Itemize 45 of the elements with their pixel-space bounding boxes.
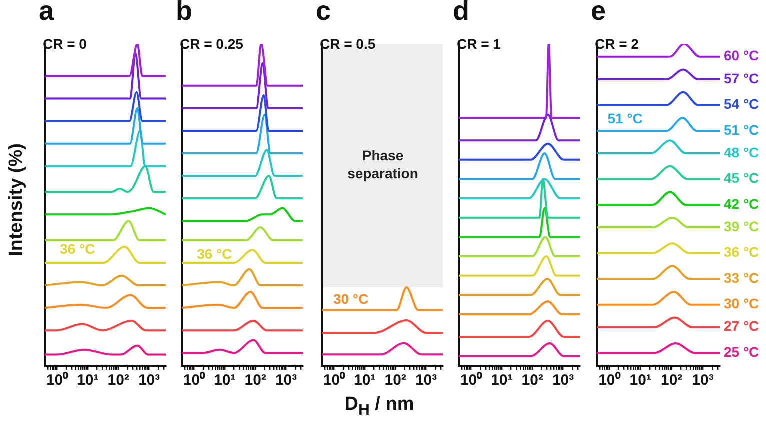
x-tick-label: 10² (384, 372, 406, 390)
x-tick-label: 10⁰ (598, 371, 622, 390)
x-tick-label: 10⁰ (460, 371, 484, 390)
x-tick-label: 10² (108, 372, 130, 390)
series-label: 25 °C (724, 344, 760, 360)
series-label: 60 °C (724, 48, 760, 64)
annotation: 36 °C (60, 240, 96, 257)
annotation: 51 °C (608, 110, 643, 127)
series-label: 36 °C (724, 244, 760, 260)
x-tick-label: 10³ (275, 372, 298, 390)
x-tick-label: 10³ (138, 372, 160, 390)
series-label: 33 °C (724, 270, 760, 286)
series-label: 51 °C (724, 122, 760, 138)
x-tick-label: 10² (244, 372, 266, 390)
chart-title: c (316, 0, 332, 27)
band-label: Phase separation (348, 148, 418, 182)
x-tick-label: 10¹ (630, 372, 652, 390)
series-label: 48 °C (724, 144, 760, 160)
x-tick-label: 10⁰ (46, 371, 70, 390)
annotation: 36 °C (197, 246, 232, 262)
x-tick-label: 10⁰ (323, 371, 346, 390)
x-tick-label: 10³ (415, 372, 438, 390)
x-tick-label: 10² (522, 372, 544, 390)
chart-title: d (453, 0, 470, 27)
annotation: 30 °C (333, 290, 369, 307)
series-label: 27 °C (724, 318, 760, 334)
x-axis-title: D$_{H}$ / nm (344, 394, 416, 420)
chart-title: b (176, 0, 192, 27)
x-tick-label: 10³ (552, 372, 574, 390)
y-axis-title: Intensity (%) (6, 144, 28, 256)
series-label: 45 °C (724, 170, 760, 186)
x-tick-label: 10¹ (491, 372, 513, 390)
series-label: 30 °C (724, 296, 760, 312)
series-label: 54 °C (724, 96, 760, 112)
chart-title: a (39, 0, 54, 27)
x-tick-label: 10⁰ (183, 371, 206, 390)
series-label: 39 °C (724, 218, 760, 234)
x-tick-label: 10¹ (77, 372, 99, 390)
series-label: 42 °C (724, 196, 760, 212)
x-tick-label: 10² (660, 372, 683, 390)
x-tick-label: 10¹ (214, 372, 236, 390)
x-tick-label: 10³ (692, 372, 714, 390)
chart-title: e (591, 0, 606, 27)
x-tick-label: 10¹ (354, 372, 376, 390)
series-label: 57 °C (724, 70, 760, 86)
